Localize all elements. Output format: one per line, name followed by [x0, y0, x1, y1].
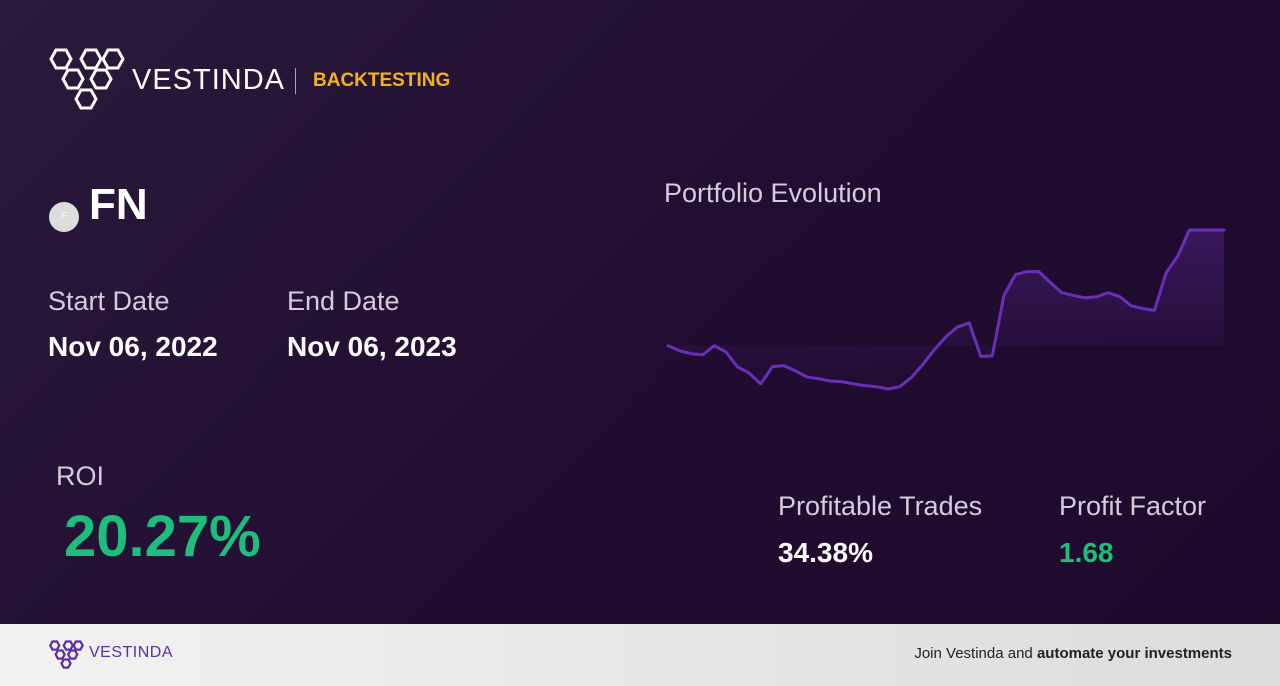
footer-logo [48, 640, 84, 669]
separator [295, 68, 296, 94]
profitable-trades-label: Profitable Trades [778, 491, 983, 521]
cta-bold: automate your investments [1036, 645, 1232, 662]
cta-text: Join Vestinda and [914, 645, 1033, 662]
roi-value: 20.27% [64, 504, 261, 569]
logo [49, 48, 125, 110]
footer-brand: VESTINDA [89, 644, 174, 661]
profitable-trades-value: 34.38% [778, 537, 873, 568]
chart-title: Portfolio Evolution [664, 178, 882, 208]
ticker-icon: F [49, 202, 79, 232]
portfolio-chart: Portfolio Evolution [664, 178, 1226, 391]
end-date: Nov 06, 2023 [287, 331, 457, 362]
roi-label: ROI [56, 461, 105, 491]
ticker: FN [89, 180, 148, 229]
area [668, 230, 1224, 389]
start-date-label: Start Date [48, 286, 170, 316]
footer-cta: Join Vestinda and automate your investme… [914, 645, 1232, 662]
line [666, 228, 1226, 391]
footer: VESTINDA Join Vestinda and automate your… [0, 624, 1280, 686]
section-label: BACKTESTING [313, 70, 451, 91]
profit-factor-label: Profit Factor [1059, 491, 1207, 521]
start-date: Nov 06, 2022 [48, 331, 218, 362]
brand-name: VESTINDA [132, 64, 286, 96]
end-date-label: End Date [287, 286, 400, 316]
profit-factor-value: 1.68 [1059, 537, 1114, 568]
